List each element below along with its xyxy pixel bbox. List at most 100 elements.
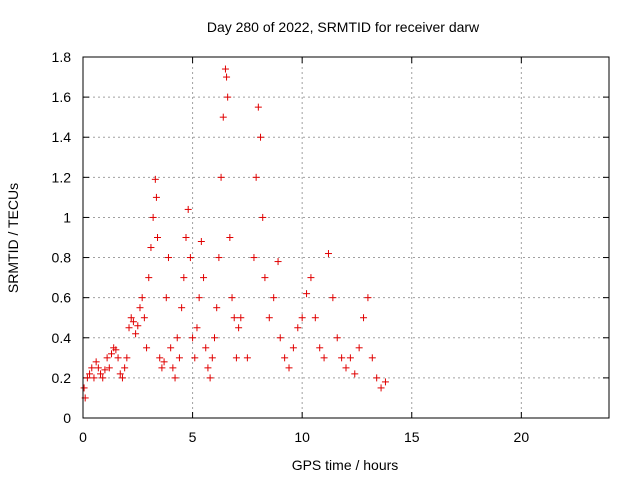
gridlines bbox=[83, 57, 609, 418]
data-point bbox=[250, 254, 258, 262]
data-point bbox=[316, 344, 324, 352]
data-point bbox=[169, 364, 177, 372]
y-tick-label: 0.2 bbox=[52, 370, 72, 386]
data-point bbox=[338, 354, 346, 362]
data-point bbox=[261, 274, 269, 282]
data-point bbox=[224, 93, 232, 101]
data-point bbox=[208, 354, 216, 362]
x-tick-label: 5 bbox=[189, 429, 197, 445]
data-point bbox=[289, 344, 297, 352]
data-point bbox=[182, 234, 190, 241]
data-point bbox=[346, 354, 354, 362]
data-point bbox=[206, 374, 214, 382]
y-tick-label: 0.8 bbox=[52, 250, 72, 266]
data-point bbox=[136, 304, 144, 312]
y-tick-label: 1.2 bbox=[52, 169, 72, 185]
data-point bbox=[333, 334, 341, 342]
data-point bbox=[152, 193, 160, 201]
data-point bbox=[167, 344, 175, 352]
data-point bbox=[360, 314, 368, 322]
data-point bbox=[186, 254, 194, 262]
data-point bbox=[97, 370, 105, 378]
data-point bbox=[103, 354, 111, 362]
x-axis-label: GPS time / hours bbox=[292, 457, 399, 473]
data-point bbox=[276, 334, 284, 342]
data-point bbox=[381, 378, 389, 386]
data-point bbox=[252, 173, 260, 181]
data-point bbox=[121, 364, 129, 372]
data-point bbox=[226, 234, 234, 241]
data-point bbox=[171, 374, 179, 382]
data-point bbox=[219, 113, 227, 121]
y-tick-label: 1.8 bbox=[52, 49, 72, 65]
data-point bbox=[80, 384, 88, 392]
data-point bbox=[307, 274, 315, 282]
data-point bbox=[158, 364, 166, 372]
data-point bbox=[311, 314, 319, 322]
data-point bbox=[355, 344, 363, 352]
data-point bbox=[235, 324, 243, 332]
data-point bbox=[138, 294, 146, 302]
y-tick-label: 1.4 bbox=[52, 129, 72, 145]
data-point bbox=[151, 175, 159, 183]
data-point bbox=[223, 73, 231, 81]
data-point bbox=[377, 384, 385, 392]
data-point bbox=[147, 244, 155, 252]
data-point bbox=[368, 354, 376, 362]
data-point bbox=[173, 334, 181, 342]
data-point bbox=[373, 374, 381, 382]
y-tick-label: 0 bbox=[63, 410, 71, 426]
data-point bbox=[320, 354, 328, 362]
data-point bbox=[129, 318, 137, 326]
y-tick-label: 0.6 bbox=[52, 290, 72, 306]
data-point bbox=[140, 314, 148, 322]
data-point bbox=[191, 354, 199, 362]
data-point bbox=[132, 330, 140, 338]
data-point bbox=[243, 354, 251, 362]
data-point bbox=[195, 294, 203, 302]
data-point bbox=[211, 334, 218, 342]
data-point bbox=[180, 274, 188, 282]
data-point bbox=[83, 374, 91, 382]
data-point bbox=[324, 250, 332, 258]
data-point bbox=[329, 294, 337, 302]
data-point bbox=[178, 304, 186, 312]
data-point bbox=[154, 234, 162, 241]
data-point bbox=[92, 358, 100, 366]
x-tick-label: 15 bbox=[404, 429, 420, 445]
data-point bbox=[101, 366, 109, 374]
y-axis-label: SRMTID / TECUs bbox=[5, 183, 21, 293]
data-point bbox=[213, 304, 221, 312]
chart-title: Day 280 of 2022, SRMTID for receiver dar… bbox=[207, 19, 480, 35]
data-point bbox=[184, 205, 192, 213]
data-point bbox=[202, 344, 210, 352]
y-tick-label: 1 bbox=[63, 209, 71, 225]
data-point bbox=[94, 364, 102, 372]
data-point bbox=[298, 314, 306, 322]
data-point bbox=[193, 324, 201, 332]
data-point bbox=[156, 354, 164, 362]
data-point bbox=[88, 364, 96, 372]
data-point bbox=[230, 314, 238, 322]
data-point bbox=[204, 364, 212, 372]
data-point bbox=[86, 370, 94, 378]
data-point bbox=[162, 294, 170, 302]
data-point bbox=[127, 314, 135, 322]
data-point bbox=[197, 238, 205, 246]
data-point bbox=[118, 374, 126, 382]
x-tick-label: 0 bbox=[79, 429, 87, 445]
data-point bbox=[116, 370, 124, 378]
data-point bbox=[228, 294, 236, 302]
data-point bbox=[351, 370, 359, 378]
data-point bbox=[160, 358, 168, 366]
data-point bbox=[143, 344, 151, 352]
x-tick-label: 20 bbox=[514, 429, 530, 445]
data-point bbox=[90, 374, 98, 382]
data-point bbox=[303, 290, 311, 298]
data-point bbox=[257, 133, 265, 141]
data-points bbox=[80, 65, 389, 402]
data-point bbox=[145, 274, 153, 282]
data-point bbox=[105, 364, 113, 372]
data-point bbox=[164, 254, 172, 262]
